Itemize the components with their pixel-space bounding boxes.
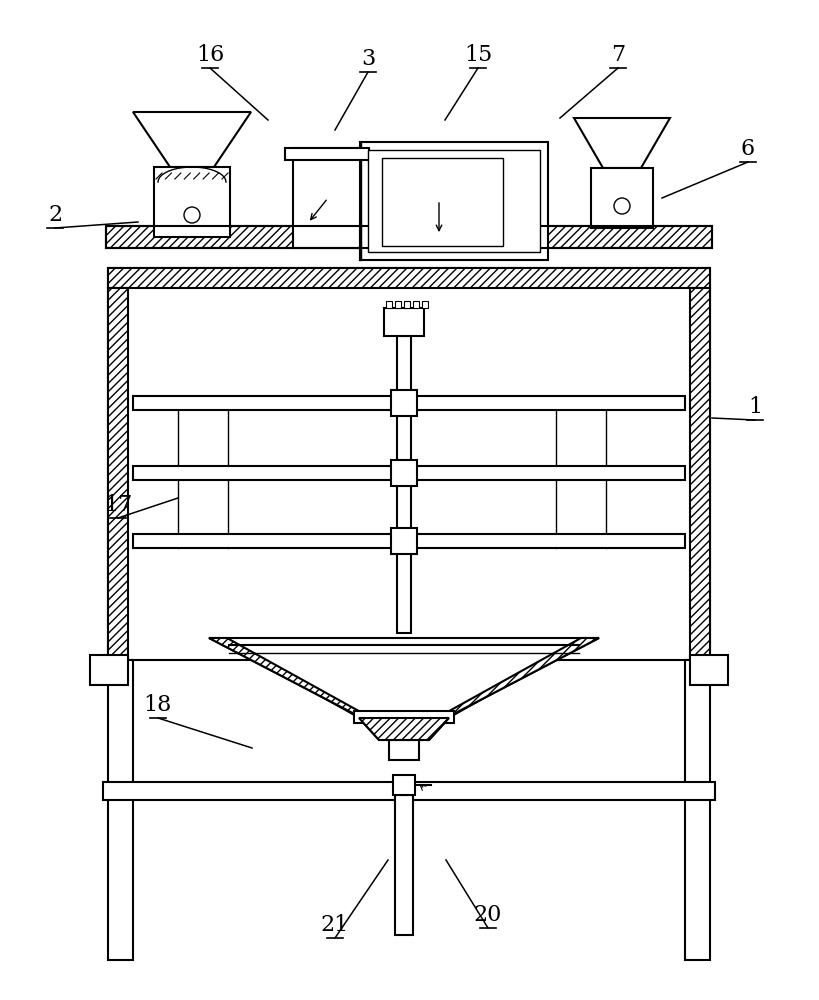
Bar — [411, 466, 685, 480]
Text: 7: 7 — [611, 44, 625, 66]
Bar — [413, 301, 419, 308]
Text: 21: 21 — [321, 914, 349, 936]
Bar — [354, 711, 454, 723]
Bar — [285, 148, 369, 160]
Bar — [360, 142, 548, 260]
Bar — [382, 158, 503, 246]
Bar — [133, 396, 397, 410]
Bar — [154, 167, 230, 237]
Polygon shape — [574, 118, 670, 168]
Bar — [411, 396, 685, 410]
Bar — [395, 301, 401, 308]
Text: 2: 2 — [48, 204, 62, 226]
Bar — [690, 655, 728, 685]
Bar — [90, 655, 128, 685]
Bar — [411, 534, 685, 548]
Bar — [386, 301, 392, 308]
Text: 15: 15 — [464, 44, 492, 66]
Bar — [384, 308, 424, 336]
Bar — [360, 142, 361, 260]
Bar — [133, 534, 397, 548]
Bar — [393, 775, 415, 795]
Bar — [690, 288, 710, 660]
Polygon shape — [209, 638, 599, 720]
Bar — [108, 288, 128, 660]
Text: 18: 18 — [144, 694, 172, 716]
Bar — [391, 390, 417, 416]
Bar — [685, 660, 710, 960]
Bar — [108, 268, 710, 660]
Bar — [591, 168, 653, 228]
Bar — [103, 782, 715, 800]
Bar — [395, 795, 413, 935]
Text: 3: 3 — [361, 48, 375, 70]
Polygon shape — [209, 638, 375, 720]
Bar — [368, 150, 540, 252]
Bar — [391, 528, 417, 554]
Text: 16: 16 — [196, 44, 224, 66]
Bar — [360, 221, 361, 260]
Text: 1: 1 — [748, 396, 762, 418]
Circle shape — [184, 207, 200, 223]
Bar — [133, 466, 397, 480]
Polygon shape — [133, 112, 251, 167]
Bar — [108, 660, 133, 960]
Polygon shape — [359, 718, 449, 740]
Text: 6: 6 — [741, 138, 755, 160]
Bar — [293, 148, 361, 248]
Bar — [106, 226, 712, 248]
Circle shape — [614, 198, 630, 214]
Text: 17: 17 — [104, 494, 132, 516]
Polygon shape — [433, 638, 599, 720]
Bar — [397, 336, 411, 633]
Bar — [404, 301, 410, 308]
Bar — [389, 740, 419, 760]
Bar — [391, 460, 417, 486]
Text: 20: 20 — [474, 904, 502, 926]
Bar — [106, 226, 712, 248]
Bar — [422, 301, 428, 308]
Bar — [108, 268, 710, 288]
Polygon shape — [359, 718, 449, 740]
